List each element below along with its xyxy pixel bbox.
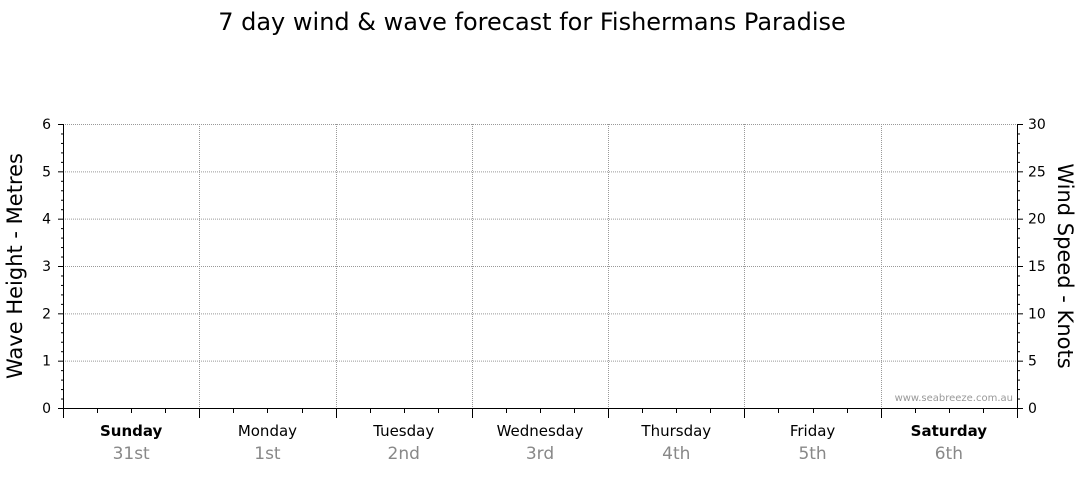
label-layer: 0 1 2 3 4 5 6 0 5 10 15 20 25 30 Sunday 31st Monday 1st Tu… [42,117,1046,464]
left-tick-label: 6 [42,117,51,133]
left-tick-label: 0 [42,401,51,417]
day-name-label: Monday [238,422,297,440]
day-name-label: Thursday [640,422,711,440]
day-name-label: Sunday [100,422,163,440]
left-tick-label: 3 [42,259,51,275]
chart-title: 7 day wind & wave forecast for Fisherman… [218,8,846,36]
right-tick-label: 0 [1028,401,1037,417]
right-tick-label: 5 [1028,354,1037,370]
day-name-label: Friday [790,422,836,440]
day-date-label: 6th [935,444,963,464]
grid-layer [63,124,1017,408]
day-date-label: 3rd [526,444,554,464]
right-tick-label: 25 [1028,164,1046,180]
day-name-label: Saturday [911,422,988,440]
day-date-label: 1st [254,444,281,464]
day-name-label: Tuesday [372,422,434,440]
right-axis-label: Wind Speed - Knots [1053,163,1077,368]
day-date-label: 4th [662,444,690,464]
watermark: www.seabreeze.com.au [895,393,1013,404]
left-tick-label: 1 [42,354,51,370]
axis-layer [58,124,1023,418]
right-tick-label: 15 [1028,259,1046,275]
day-date-label: 31st [113,444,150,464]
day-date-label: 2nd [388,444,420,464]
day-name-label: Wednesday [497,422,584,440]
right-tick-label: 10 [1028,306,1046,322]
day-date-label: 5th [798,444,826,464]
left-tick-label: 2 [42,306,51,322]
left-tick-label: 4 [42,212,51,228]
left-axis-label: Wave Height - Metres [3,153,27,379]
left-tick-label: 5 [42,164,51,180]
right-tick-label: 30 [1028,117,1046,133]
right-tick-label: 20 [1028,212,1046,228]
